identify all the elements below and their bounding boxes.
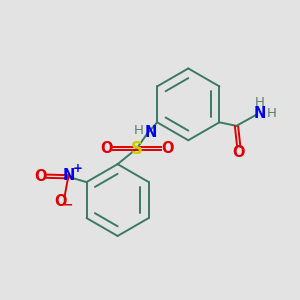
Text: +: + <box>73 162 82 175</box>
Text: S: S <box>131 140 143 158</box>
Text: O: O <box>232 146 245 160</box>
Text: O: O <box>34 169 47 184</box>
Text: H: H <box>134 124 144 137</box>
Text: O: O <box>161 141 174 156</box>
Text: N: N <box>253 106 266 121</box>
Text: H: H <box>254 96 264 109</box>
Text: N: N <box>144 125 157 140</box>
Text: O: O <box>100 141 112 156</box>
Text: O: O <box>54 194 66 209</box>
Text: H: H <box>266 107 276 120</box>
Text: N: N <box>63 167 75 182</box>
Text: −: − <box>63 198 74 211</box>
